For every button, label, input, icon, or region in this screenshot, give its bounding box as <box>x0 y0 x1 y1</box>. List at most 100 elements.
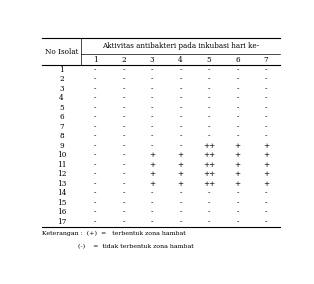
Text: 5: 5 <box>207 56 211 64</box>
Text: -: - <box>94 180 96 188</box>
Text: -: - <box>179 75 182 83</box>
Text: No Isolat: No Isolat <box>45 48 78 56</box>
Text: +: + <box>235 142 241 150</box>
Text: -: - <box>208 208 210 216</box>
Text: ++: ++ <box>203 170 215 178</box>
Text: -: - <box>265 75 267 83</box>
Text: 2: 2 <box>122 56 126 64</box>
Text: -: - <box>122 132 125 140</box>
Text: -: - <box>236 94 239 102</box>
Text: -: - <box>151 132 154 140</box>
Text: -: - <box>236 113 239 121</box>
Text: -: - <box>236 199 239 207</box>
Text: 4: 4 <box>178 56 183 64</box>
Text: 3: 3 <box>150 56 154 64</box>
Text: +: + <box>235 170 241 178</box>
Text: 14: 14 <box>57 189 66 197</box>
Text: -: - <box>179 189 182 197</box>
Text: -: - <box>179 104 182 112</box>
Text: -: - <box>94 151 96 159</box>
Text: -: - <box>151 94 154 102</box>
Text: -: - <box>265 189 267 197</box>
Text: -: - <box>94 85 96 93</box>
Text: 10: 10 <box>57 151 66 159</box>
Text: -: - <box>122 199 125 207</box>
Text: -: - <box>265 199 267 207</box>
Text: -: - <box>94 142 96 150</box>
Text: 16: 16 <box>57 208 66 216</box>
Text: 7: 7 <box>59 123 64 131</box>
Text: -: - <box>122 94 125 102</box>
Text: -: - <box>122 75 125 83</box>
Text: +: + <box>235 180 241 188</box>
Text: 11: 11 <box>57 161 66 169</box>
Text: -: - <box>265 218 267 226</box>
Text: 5: 5 <box>59 104 64 112</box>
Text: -: - <box>179 113 182 121</box>
Text: -: - <box>236 218 239 226</box>
Text: -: - <box>94 132 96 140</box>
Text: -: - <box>94 113 96 121</box>
Text: -: - <box>151 199 154 207</box>
Text: -: - <box>179 199 182 207</box>
Text: -: - <box>179 123 182 131</box>
Text: -: - <box>236 85 239 93</box>
Text: -: - <box>236 132 239 140</box>
Text: Keterangan :  (+)  =   terbentuk zona hambat: Keterangan : (+) = terbentuk zona hambat <box>42 231 186 236</box>
Text: ++: ++ <box>203 161 215 169</box>
Text: 13: 13 <box>57 180 66 188</box>
Text: -: - <box>236 123 239 131</box>
Text: -: - <box>122 218 125 226</box>
Text: +: + <box>149 180 155 188</box>
Text: -: - <box>151 104 154 112</box>
Text: +: + <box>177 151 184 159</box>
Text: -: - <box>179 208 182 216</box>
Text: +: + <box>263 142 269 150</box>
Text: -: - <box>122 170 125 178</box>
Text: -: - <box>236 189 239 197</box>
Text: +: + <box>149 151 155 159</box>
Text: -: - <box>122 208 125 216</box>
Text: -: - <box>208 66 210 74</box>
Text: +: + <box>177 161 184 169</box>
Text: +: + <box>263 180 269 188</box>
Text: -: - <box>122 189 125 197</box>
Text: -: - <box>179 94 182 102</box>
Text: -: - <box>179 132 182 140</box>
Text: -: - <box>208 132 210 140</box>
Text: -: - <box>151 75 154 83</box>
Text: -: - <box>179 66 182 74</box>
Text: 6: 6 <box>235 56 240 64</box>
Text: -: - <box>151 85 154 93</box>
Text: +: + <box>263 161 269 169</box>
Text: -: - <box>94 199 96 207</box>
Text: -: - <box>94 104 96 112</box>
Text: -: - <box>151 218 154 226</box>
Text: +: + <box>149 161 155 169</box>
Text: (-)    =  tidak terbentuk zona hambat: (-) = tidak terbentuk zona hambat <box>42 244 193 249</box>
Text: -: - <box>151 142 154 150</box>
Text: -: - <box>265 208 267 216</box>
Text: -: - <box>94 161 96 169</box>
Text: -: - <box>94 170 96 178</box>
Text: -: - <box>208 75 210 83</box>
Text: ++: ++ <box>203 142 215 150</box>
Text: -: - <box>236 104 239 112</box>
Text: -: - <box>151 123 154 131</box>
Text: -: - <box>122 113 125 121</box>
Text: -: - <box>94 218 96 226</box>
Text: Aktivitas antibakteri pada inkubasi hari ke-: Aktivitas antibakteri pada inkubasi hari… <box>102 42 259 50</box>
Text: -: - <box>151 208 154 216</box>
Text: -: - <box>94 75 96 83</box>
Text: -: - <box>265 132 267 140</box>
Text: -: - <box>179 85 182 93</box>
Text: +: + <box>235 151 241 159</box>
Text: 1: 1 <box>93 56 98 64</box>
Text: -: - <box>265 123 267 131</box>
Text: 1: 1 <box>59 66 64 74</box>
Text: -: - <box>122 123 125 131</box>
Text: -: - <box>265 85 267 93</box>
Text: -: - <box>208 123 210 131</box>
Text: +: + <box>177 170 184 178</box>
Text: -: - <box>94 94 96 102</box>
